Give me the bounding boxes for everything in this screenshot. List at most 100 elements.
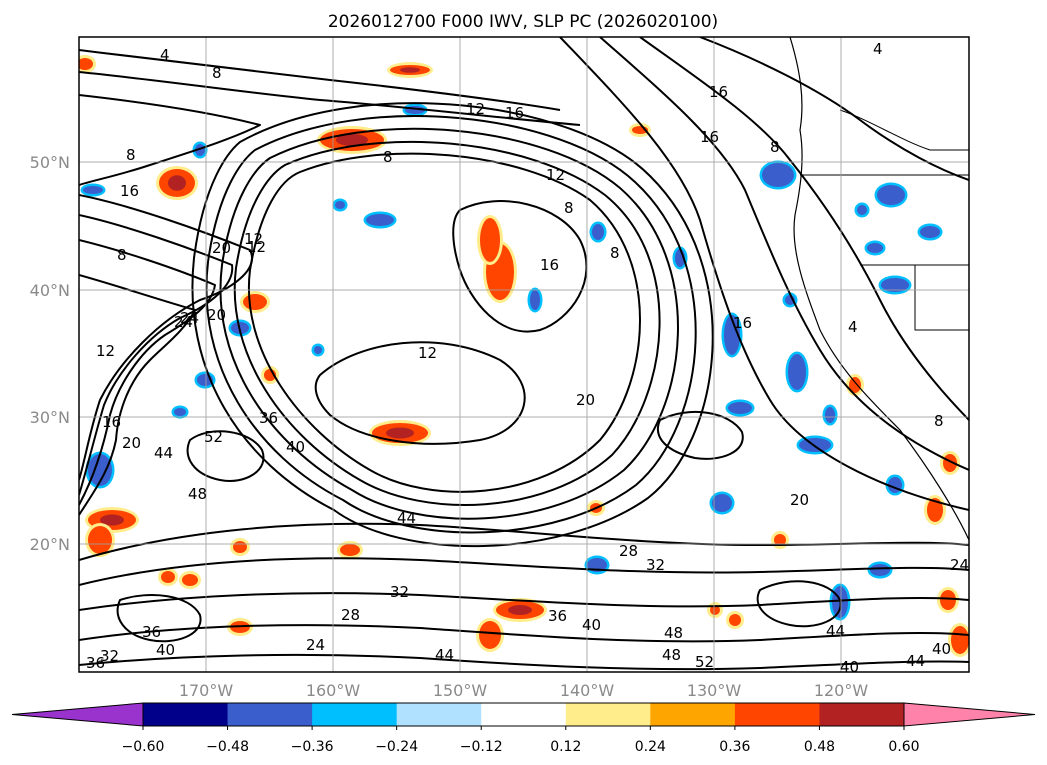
contour-line <box>452 200 588 333</box>
positive-anomaly-peak <box>168 175 186 191</box>
lon-label: 120°W <box>814 681 869 700</box>
lon-label: 130°W <box>687 681 742 700</box>
colorbar-bin <box>819 703 905 726</box>
contour-label: 40 <box>932 640 951 658</box>
contour-line <box>314 341 526 445</box>
contour-line <box>79 49 561 111</box>
contour-line <box>559 37 969 511</box>
positive-anomaly-peak <box>100 514 124 526</box>
positive-anomaly-core <box>729 614 741 626</box>
coastline <box>839 109 969 151</box>
contour-label: 20 <box>122 434 141 452</box>
contour-label: 36 <box>548 607 567 625</box>
map-title: 2026012700 F000 IWV, SLP PC (2026020100) <box>328 12 718 32</box>
negative-anomaly-core <box>728 402 752 414</box>
positive-anomaly-peak <box>386 427 414 439</box>
slp-contours <box>79 37 969 671</box>
contour-label: 32 <box>646 556 665 574</box>
contour-line <box>79 239 216 506</box>
contour-label: 8 <box>770 138 780 156</box>
contour-line <box>79 194 253 481</box>
colorbar-tick-label: 0.36 <box>719 739 750 755</box>
colorbar-extend-low <box>11 702 144 727</box>
negative-anomaly-core <box>592 224 604 240</box>
contour-line <box>79 653 969 671</box>
colorbar-tick-label: 0.24 <box>635 739 666 755</box>
positive-anomaly-core <box>710 605 720 615</box>
contour-label: 4 <box>160 46 170 64</box>
colorbar-tick-label: 0.12 <box>550 739 581 755</box>
negative-anomaly-core <box>762 163 794 187</box>
contour-label: 12 <box>247 238 266 256</box>
colorbar-bin <box>396 703 482 726</box>
negative-anomaly-core <box>530 290 540 310</box>
negative-anomaly-core <box>881 278 909 292</box>
positive-anomaly-core <box>233 541 247 553</box>
contour-line <box>191 102 714 548</box>
colorbar-tick-label: 0.48 <box>804 739 835 755</box>
contour-label: 44 <box>397 509 416 527</box>
colorbar-extend-high <box>903 702 1036 727</box>
contour-label: 16 <box>733 314 752 332</box>
contour-label: 40 <box>840 658 859 676</box>
contour-line <box>79 214 234 496</box>
negative-anomaly-core <box>857 205 867 215</box>
contour-line <box>79 71 581 126</box>
contour-label: 20 <box>207 306 226 324</box>
contour-line <box>699 37 969 181</box>
lon-label: 160°W <box>306 681 361 700</box>
colorbar-bin <box>143 703 229 726</box>
contour-line <box>247 152 641 493</box>
lon-label: 170°W <box>179 681 234 700</box>
contour-line <box>116 594 202 643</box>
contour-label: 20 <box>576 391 595 409</box>
colorbar-bin <box>481 703 567 726</box>
contour-label: 20 <box>212 239 231 257</box>
negative-anomaly-core <box>314 346 322 354</box>
contour-label: 16 <box>505 104 524 122</box>
contour-label: 12 <box>418 344 437 362</box>
negative-anomaly-core <box>877 185 905 205</box>
colorbar-tick-label: −0.60 <box>122 739 165 755</box>
negative-anomaly-core <box>788 354 806 390</box>
contour-label: 16 <box>700 128 719 146</box>
positive-anomaly-core <box>340 544 360 556</box>
positive-anomaly-peak <box>508 605 532 615</box>
contour-label: 12 <box>244 230 263 248</box>
contour-label: 48 <box>188 485 207 503</box>
negative-anomaly-core <box>724 315 740 355</box>
negative-anomaly-core <box>825 407 835 423</box>
latitude-labels: 50°N 40°N 30°N 20°N <box>30 153 70 554</box>
contour-label: 16 <box>709 83 728 101</box>
positive-anomaly-core <box>940 590 956 610</box>
colorbar-bin <box>734 703 820 726</box>
contour-label: 12 <box>546 166 565 184</box>
contour-label: 20 <box>790 491 809 509</box>
positive-anomaly-core <box>79 58 93 70</box>
negative-anomaly-core <box>88 454 112 486</box>
contour-label: 24 <box>306 636 325 654</box>
contour-label: 32 <box>390 583 409 601</box>
contour-label: 36 <box>142 623 161 641</box>
positive-anomaly-core <box>849 377 861 393</box>
negative-anomaly-core <box>174 408 186 416</box>
contour-line <box>599 37 969 471</box>
lat-label: 30°N <box>30 408 70 427</box>
positive-anomaly-core <box>927 498 943 522</box>
contour-label: 12 <box>96 342 115 360</box>
contour-line <box>79 274 196 516</box>
contour-label: 44 <box>906 652 925 670</box>
contour-label: 16 <box>102 413 121 431</box>
positive-anomaly-core <box>182 574 198 586</box>
colorbar-bin <box>312 703 398 726</box>
contour-label: 24 <box>180 309 199 327</box>
contour-label: 40 <box>156 641 175 659</box>
contour-label: 36 <box>259 409 278 427</box>
graticule <box>79 37 969 672</box>
contour-label: 8 <box>126 146 136 164</box>
contour-label: 44 <box>435 646 454 664</box>
contour-label: 40 <box>286 438 305 456</box>
colorbar-ticks: −0.60 −0.48 −0.36 −0.24 −0.12 0.12 0.24 0.36 0.4… <box>122 726 920 755</box>
colorbar-tick-label: −0.36 <box>291 739 334 755</box>
positive-anomaly-core <box>774 534 786 546</box>
